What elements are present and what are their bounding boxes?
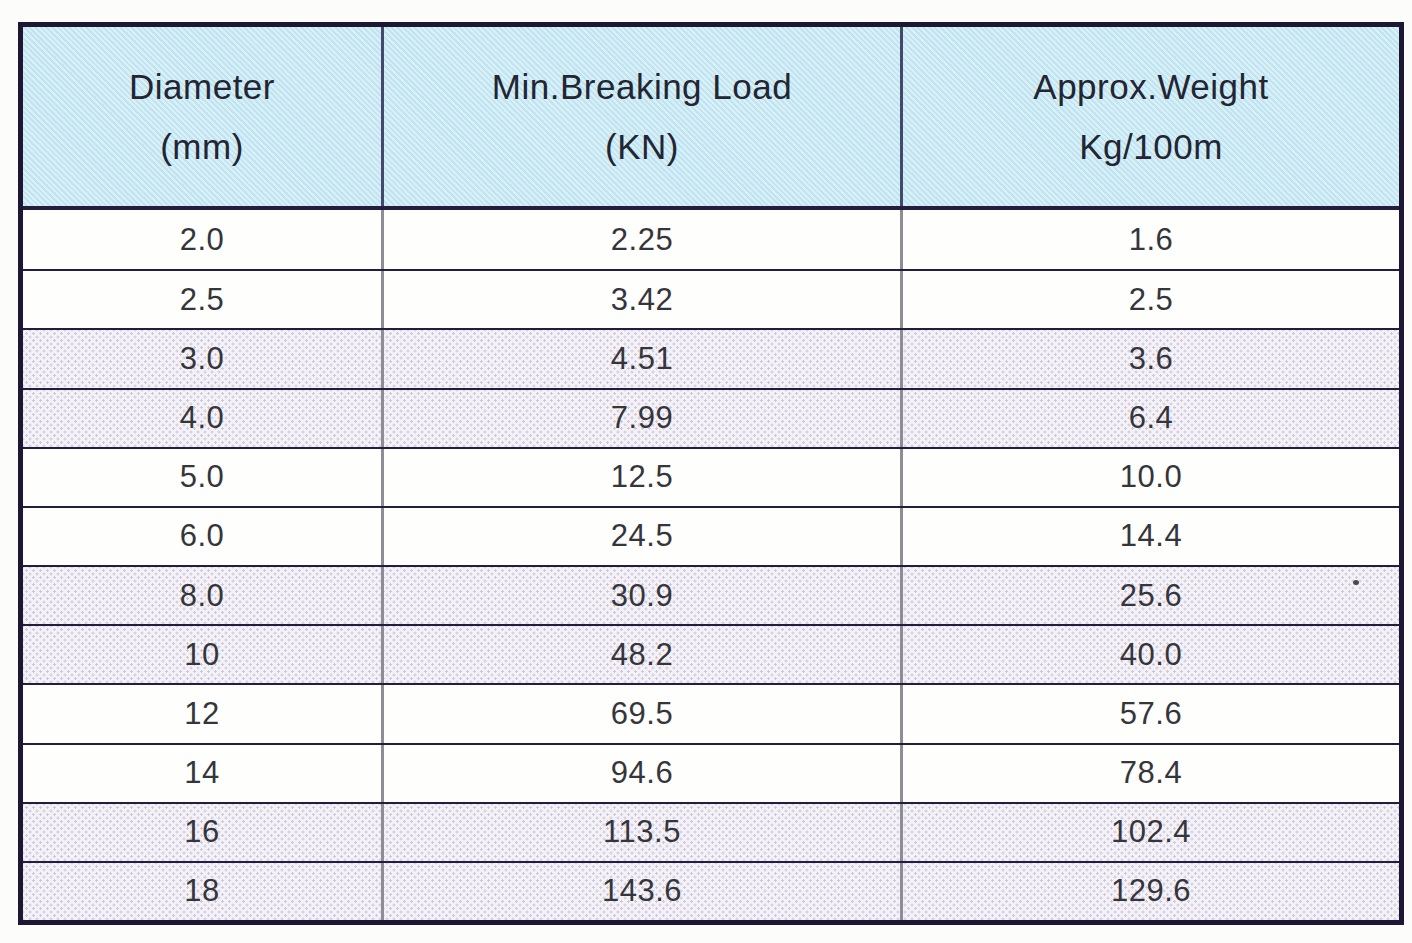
specification-table: Diameter (mm) Min.Breaking Load (KN) App…: [18, 22, 1404, 925]
cell-diameter: 3.0: [23, 330, 384, 387]
cell-diameter: 8.0: [23, 567, 384, 624]
cell-diameter: 10: [23, 626, 384, 683]
cell-diameter: 4.0: [23, 390, 384, 447]
table-row: 3.0 4.51 3.6: [23, 328, 1399, 387]
cell-diameter: 18: [23, 863, 384, 920]
cell-diameter: 16: [23, 804, 384, 861]
cell-breaking-load: 2.25: [384, 210, 903, 269]
cell-breaking-load: 3.42: [384, 271, 903, 328]
cell-diameter: 5.0: [23, 449, 384, 506]
table-row: 16 113.5 102.4: [23, 802, 1399, 861]
cell-diameter: 6.0: [23, 508, 384, 565]
cell-weight: 40.0: [903, 626, 1399, 683]
cell-weight: 102.4: [903, 804, 1399, 861]
cell-breaking-load: 12.5: [384, 449, 903, 506]
cell-breaking-load: 113.5: [384, 804, 903, 861]
cell-breaking-load: 143.6: [384, 863, 903, 920]
cell-breaking-load: 7.99: [384, 390, 903, 447]
table-row: 4.0 7.99 6.4: [23, 388, 1399, 447]
cell-diameter: 2.5: [23, 271, 384, 328]
cell-weight: 10.0: [903, 449, 1399, 506]
table-row: 18 143.6 129.6: [23, 861, 1399, 920]
cell-breaking-load: 30.9: [384, 567, 903, 624]
header-diameter-line1: Diameter: [129, 67, 275, 107]
table-row: 10 48.2 40.0: [23, 624, 1399, 683]
header-weight: Approx.Weight Kg/100m: [903, 27, 1399, 206]
cell-weight: 57.6: [903, 685, 1399, 742]
cell-diameter: 2.0: [23, 210, 384, 269]
header-breaking-load-line2: (KN): [605, 127, 679, 167]
cell-weight: 2.5: [903, 271, 1399, 328]
cell-weight: 129.6: [903, 863, 1399, 920]
header-diameter: Diameter (mm): [23, 27, 384, 206]
header-weight-line2: Kg/100m: [1079, 127, 1223, 167]
cell-breaking-load: 48.2: [384, 626, 903, 683]
cell-diameter: 12: [23, 685, 384, 742]
header-diameter-line2: (mm): [160, 127, 244, 167]
header-breaking-load-line1: Min.Breaking Load: [492, 67, 792, 107]
header-breaking-load: Min.Breaking Load (KN): [384, 27, 903, 206]
table-row: 2.0 2.25 1.6: [23, 210, 1399, 269]
header-weight-line1: Approx.Weight: [1033, 67, 1268, 107]
cell-weight: 1.6: [903, 210, 1399, 269]
cell-weight: 25.6: [903, 567, 1399, 624]
cell-weight: 6.4: [903, 390, 1399, 447]
cell-breaking-load: 69.5: [384, 685, 903, 742]
ink-speck: [1353, 580, 1359, 585]
cell-weight: 78.4: [903, 745, 1399, 802]
cell-diameter: 14: [23, 745, 384, 802]
cell-breaking-load: 94.6: [384, 745, 903, 802]
table-row: 14 94.6 78.4: [23, 743, 1399, 802]
table-row: 6.0 24.5 14.4: [23, 506, 1399, 565]
cell-breaking-load: 24.5: [384, 508, 903, 565]
table-row: 12 69.5 57.6: [23, 683, 1399, 742]
cell-weight: 3.6: [903, 330, 1399, 387]
cell-weight: 14.4: [903, 508, 1399, 565]
table-row: 8.0 30.9 25.6: [23, 565, 1399, 624]
cell-breaking-load: 4.51: [384, 330, 903, 387]
table-row: 2.5 3.42 2.5: [23, 269, 1399, 328]
table-row: 5.0 12.5 10.0: [23, 447, 1399, 506]
table-header-row: Diameter (mm) Min.Breaking Load (KN) App…: [23, 27, 1399, 210]
